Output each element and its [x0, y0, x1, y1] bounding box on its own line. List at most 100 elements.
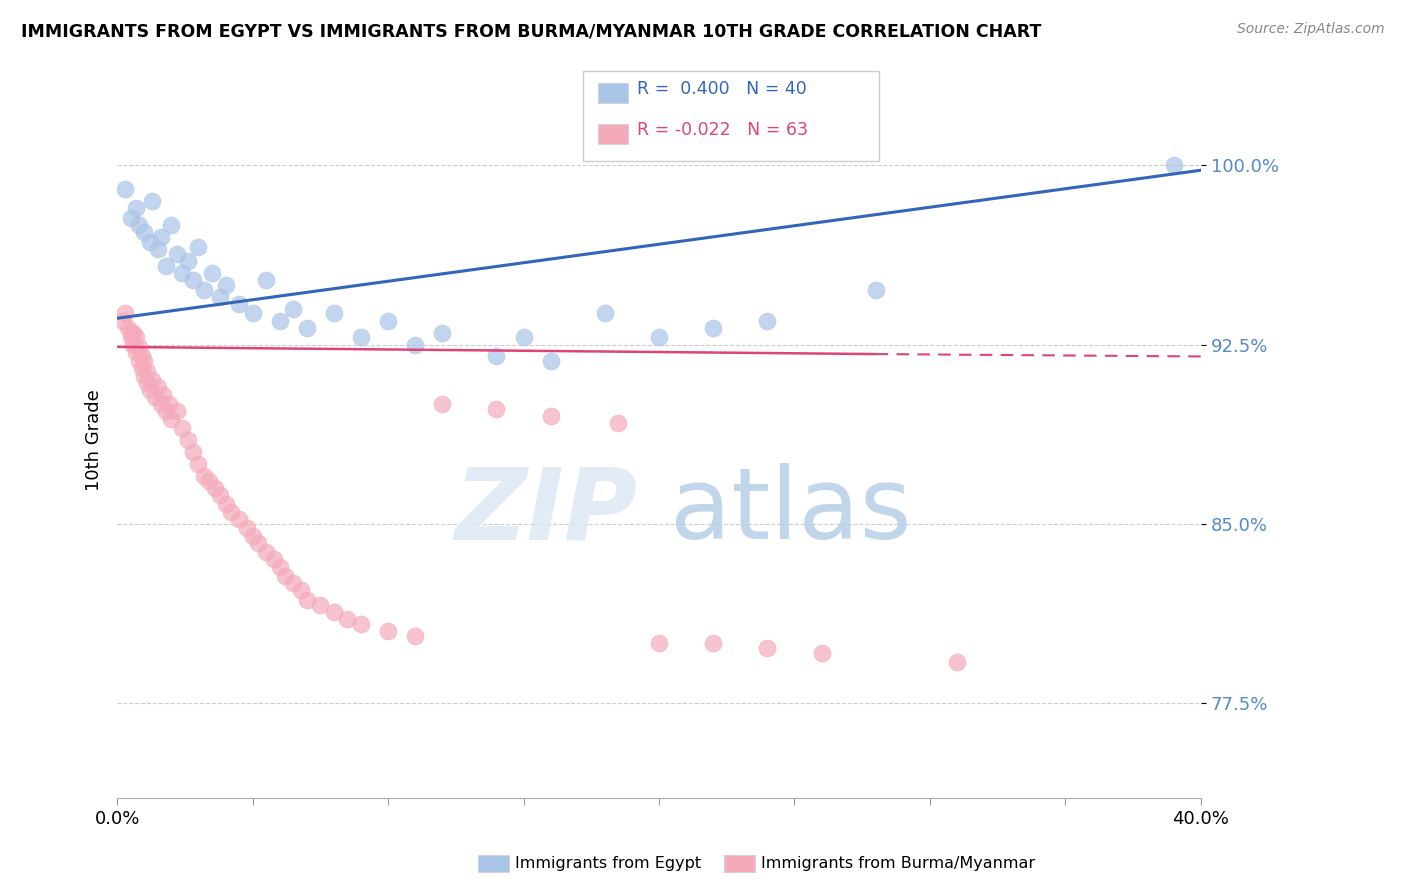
Text: Immigrants from Burma/Myanmar: Immigrants from Burma/Myanmar	[761, 856, 1035, 871]
Point	[269, 559, 291, 574]
Point	[114, 182, 136, 196]
Point	[172, 266, 194, 280]
Point	[377, 313, 399, 327]
Point	[160, 218, 183, 232]
Point	[228, 512, 250, 526]
Point	[309, 598, 332, 612]
Point	[946, 655, 969, 669]
Point	[149, 397, 172, 411]
Text: IMMIGRANTS FROM EGYPT VS IMMIGRANTS FROM BURMA/MYANMAR 10TH GRADE CORRELATION CH: IMMIGRANTS FROM EGYPT VS IMMIGRANTS FROM…	[21, 22, 1042, 40]
Point	[136, 376, 159, 390]
Point	[432, 326, 454, 340]
Point	[176, 433, 198, 447]
Point	[209, 488, 232, 502]
Point	[152, 387, 174, 401]
Point	[254, 273, 277, 287]
Point	[128, 354, 150, 368]
Point	[187, 239, 209, 253]
Point	[134, 368, 156, 383]
Point	[204, 481, 226, 495]
Point	[114, 306, 136, 320]
Point	[146, 380, 169, 394]
Point	[149, 230, 172, 244]
Text: Immigrants from Egypt: Immigrants from Egypt	[515, 856, 700, 871]
Text: R =  0.400   N = 40: R = 0.400 N = 40	[637, 80, 807, 98]
Point	[648, 330, 671, 344]
Point	[350, 616, 373, 631]
Point	[193, 468, 215, 483]
Point	[283, 301, 305, 316]
Point	[295, 320, 318, 334]
Point	[228, 297, 250, 311]
Point	[283, 576, 305, 591]
Point	[322, 306, 344, 320]
Point	[122, 337, 145, 351]
Point	[134, 225, 156, 239]
Y-axis label: 10th Grade: 10th Grade	[86, 389, 103, 491]
Point	[350, 330, 373, 344]
Point	[166, 404, 188, 418]
Point	[193, 283, 215, 297]
Point	[236, 521, 259, 535]
Point	[134, 354, 156, 368]
Point	[120, 211, 142, 225]
Point	[593, 306, 616, 320]
Point	[214, 277, 236, 292]
Text: Source: ZipAtlas.com: Source: ZipAtlas.com	[1237, 22, 1385, 37]
Point	[111, 313, 134, 327]
Point	[143, 390, 166, 404]
Point	[181, 273, 204, 287]
Point	[254, 545, 277, 559]
Point	[295, 593, 318, 607]
Point	[160, 411, 183, 425]
Point	[377, 624, 399, 638]
Point	[181, 445, 204, 459]
Point	[117, 320, 139, 334]
Point	[198, 474, 221, 488]
Point	[702, 320, 724, 334]
Point	[125, 202, 148, 216]
Point	[607, 417, 630, 431]
Point	[242, 306, 264, 320]
Point	[702, 636, 724, 650]
Point	[810, 646, 832, 660]
Point	[146, 242, 169, 256]
Point	[404, 629, 426, 643]
Point	[201, 266, 224, 280]
Point	[540, 354, 562, 368]
Point	[122, 326, 145, 340]
Point	[322, 605, 344, 619]
Point	[120, 326, 142, 340]
Point	[648, 636, 671, 650]
Point	[512, 330, 534, 344]
Point	[209, 290, 232, 304]
Point	[131, 350, 153, 364]
Point	[485, 350, 508, 364]
Text: ZIP: ZIP	[454, 463, 637, 560]
Point	[219, 505, 242, 519]
Point	[485, 401, 508, 416]
Point	[274, 569, 297, 583]
Point	[1163, 158, 1185, 172]
Point	[125, 330, 148, 344]
Point	[247, 535, 270, 549]
Point	[756, 640, 779, 655]
Point	[155, 404, 177, 418]
Point	[176, 254, 198, 268]
Point	[138, 383, 160, 397]
Point	[138, 235, 160, 249]
Point	[172, 421, 194, 435]
Point	[432, 397, 454, 411]
Point	[141, 373, 163, 387]
Point	[242, 528, 264, 542]
Point	[214, 498, 236, 512]
Point	[336, 612, 359, 626]
Point	[756, 313, 779, 327]
Point	[141, 194, 163, 209]
Point	[540, 409, 562, 424]
Point	[404, 337, 426, 351]
Point	[290, 583, 312, 598]
Point	[125, 344, 148, 359]
Point	[128, 218, 150, 232]
Point	[157, 397, 180, 411]
